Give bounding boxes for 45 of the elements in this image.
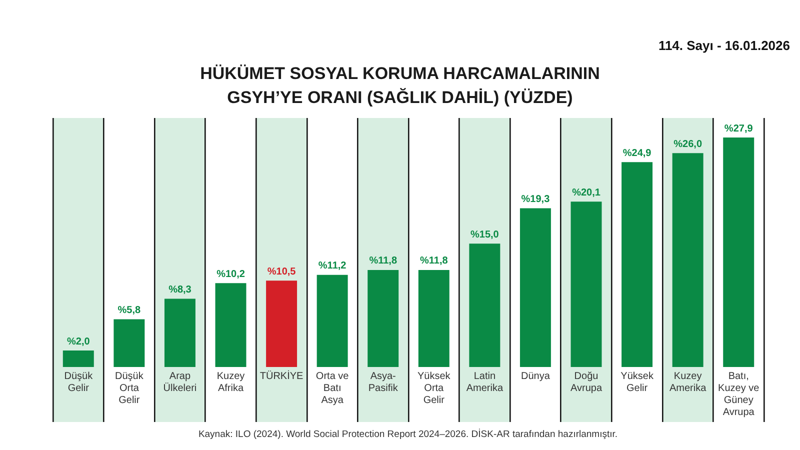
data-label: %11,8	[369, 256, 398, 267]
data-label: %11,2	[318, 260, 347, 272]
x-tick-label: Batı, Kuzey ve Güney Avrupa	[718, 370, 760, 418]
bar	[266, 280, 298, 367]
bar	[672, 153, 704, 367]
data-label: %8,3	[168, 284, 192, 296]
x-tick-label: Yüksek Gelir	[620, 370, 654, 394]
data-label: %10,2	[216, 268, 246, 280]
x-tick-label: Asya-Pasifik	[368, 370, 399, 394]
bar	[469, 244, 500, 367]
x-tick-label: Doğu Avrupa	[570, 370, 602, 394]
bar	[622, 162, 653, 367]
bar	[520, 208, 551, 367]
bar	[215, 283, 246, 367]
bar	[418, 270, 450, 367]
data-label: %24,9	[622, 148, 652, 159]
chart-title: HÜKÜMET SOSYAL KORUMA HARCAMALARININ GSYH’YE ORANI (SAĞLIK DAHİL) (YÜZDE)	[199, 63, 601, 109]
x-tick-label: Dünya	[521, 370, 550, 382]
text: Kaynak: ILO (2024). World Social Protection Report 2024–2026. DİSK-AR tarafından hazırlanmıştır.	[197, 429, 619, 440]
x-tick-label: Kuzey Afrika	[216, 370, 245, 394]
data-label: %19,3	[521, 194, 550, 205]
data-label: %5,8	[118, 305, 142, 316]
x-tick-label: Latin Amerika	[466, 370, 504, 394]
text: 114. Sayı - 16.01.2026	[658, 38, 790, 53]
x-tick-label: Düşük Orta Gelir	[115, 370, 144, 406]
x-tick-label: Düşük Gelir	[64, 370, 94, 394]
data-label: %10,5	[267, 266, 296, 278]
data-label: %15,0	[470, 229, 500, 240]
x-tick-label: TÜRKİYE	[260, 370, 304, 382]
data-label: %27,9	[724, 123, 754, 134]
bar	[164, 298, 196, 367]
data-label: %20,1	[572, 187, 601, 198]
data-label: %26,0	[674, 138, 702, 150]
x-tick-label: Arap Ülkeleri	[163, 370, 197, 394]
bar	[570, 202, 602, 367]
data-label: %11,8	[420, 256, 448, 267]
x-tick-label: Kuzey Amerika	[669, 370, 707, 394]
x-tick-label: Orta ve Batı Asya	[316, 370, 350, 406]
x-tick-label: Yüksek Orta Gelir	[417, 370, 452, 406]
bar	[62, 350, 94, 367]
bar	[114, 319, 145, 367]
bar	[316, 274, 348, 367]
bar	[368, 270, 399, 367]
data-label: %2,0	[66, 336, 90, 348]
bar	[723, 138, 754, 367]
